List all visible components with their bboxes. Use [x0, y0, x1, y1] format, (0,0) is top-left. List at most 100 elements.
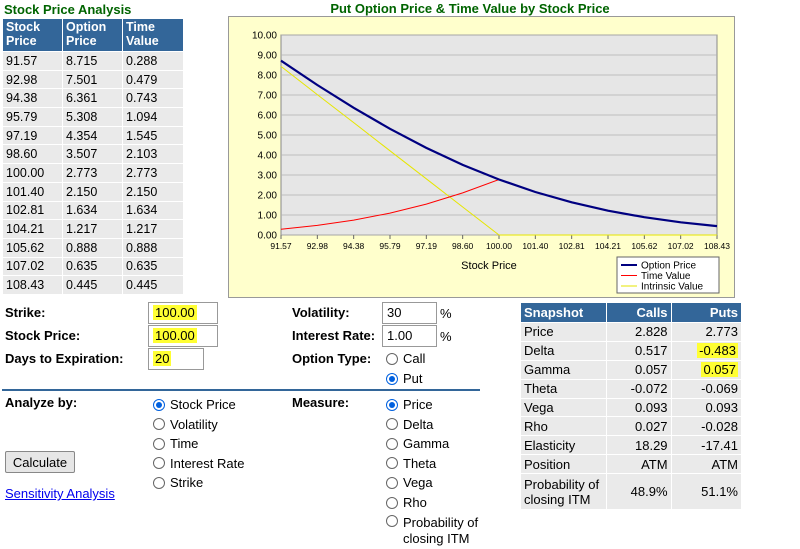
stock-price-cell: 107.02: [2, 256, 63, 277]
days-input[interactable]: 20: [148, 348, 204, 370]
snapshot-metric-label: Rho: [520, 416, 607, 437]
option-price-cell: 2.150: [62, 181, 123, 202]
puts-value: 51.1%: [670, 473, 743, 511]
x-tick-label: 94.38: [343, 241, 365, 251]
option-price-cell: 1.634: [62, 200, 123, 221]
put-option-chart: 0.00 1.00 2.00 3.00 4.00 5.00 6.00 7.00 8.00 9.00…: [252, 31, 730, 294]
radio-button-icon[interactable]: [153, 457, 165, 470]
snapshot-header-row: Snapshot Calls Puts: [520, 302, 743, 323]
calculate-button[interactable]: Calculate: [5, 451, 75, 473]
table-row: 102.81 1.634 1.634: [2, 200, 184, 221]
stock-price-cell: 100.00: [2, 163, 63, 183]
radio-button-icon[interactable]: [386, 418, 398, 431]
snapshot-header: Snapshot: [520, 302, 607, 323]
radio-button-icon[interactable]: [386, 496, 398, 509]
snapshot-table: Snapshot Calls Puts Price 2.828 2.773 Delta…: [520, 302, 743, 511]
time-value-cell: 1.634: [122, 200, 184, 221]
radio-button-icon[interactable]: [153, 476, 165, 489]
time-value-cell: 0.288: [122, 51, 184, 71]
analyze-option-stock-price[interactable]: Stock Price: [153, 397, 236, 412]
stock-price-cell: 94.38: [2, 88, 63, 109]
calls-value: 48.9%: [606, 473, 672, 511]
y-tick-label: 7.00: [258, 91, 278, 102]
option-type-put-label: Put: [403, 371, 423, 386]
time-value-cell: 0.743: [122, 88, 184, 109]
y-tick-label: 0.00: [258, 231, 278, 242]
calls-value: 0.093: [606, 397, 672, 418]
option-price-cell: 0.445: [62, 275, 123, 295]
snapshot-metric-label: Gamma: [520, 359, 607, 380]
table-row: 108.43 0.445 0.445: [2, 275, 184, 295]
option-price-cell: 2.773: [62, 163, 123, 183]
measure-option-theta[interactable]: Theta: [386, 456, 436, 471]
measure-option-gamma[interactable]: Gamma: [386, 436, 449, 451]
measure-option-probability-of-closing-itm[interactable]: Probability of closing ITM: [386, 514, 513, 547]
stock-price-cell: 91.57: [2, 51, 63, 71]
table-row: 98.60 3.507 2.103: [2, 144, 184, 165]
puts-value: -0.028: [670, 416, 743, 437]
strike-input[interactable]: 100.00: [148, 302, 218, 324]
table-row: 101.40 2.150 2.150: [2, 181, 184, 202]
analyze-option-label: Time: [170, 436, 199, 452]
radio-button-icon[interactable]: [386, 437, 398, 450]
highlighted-value: 0.057: [701, 362, 738, 378]
measure-option-vega[interactable]: Vega: [386, 475, 433, 490]
x-tick-label: 100.00: [486, 241, 512, 251]
table-row: 92.98 7.501 0.479: [2, 69, 184, 90]
time-value-cell: 2.150: [122, 181, 184, 202]
table-row: 97.19 4.354 1.545: [2, 125, 184, 146]
radio-button-icon[interactable]: [153, 437, 165, 450]
measure-option-label: Theta: [403, 455, 437, 471]
snapshot-row: Price 2.828 2.773: [520, 322, 743, 342]
calls-value: -0.072: [606, 378, 672, 399]
puts-value: -17.41: [670, 435, 743, 456]
radio-button-icon[interactable]: [153, 398, 165, 411]
analyze-option-label: Interest Rate: [170, 455, 245, 471]
measure-option-delta[interactable]: Delta: [386, 417, 433, 432]
stock-price-input[interactable]: 100.00: [148, 325, 218, 347]
measure-option-rho[interactable]: Rho: [386, 495, 427, 510]
option-type-call[interactable]: Call: [386, 351, 425, 366]
radio-button-icon[interactable]: [386, 398, 398, 411]
interest-rate-input[interactable]: 1.00: [382, 325, 437, 347]
radio-button-icon[interactable]: [386, 514, 398, 527]
interest-rate-label: Interest Rate:: [292, 328, 376, 343]
sensitivity-analysis-link[interactable]: Sensitivity Analysis: [5, 486, 115, 501]
analyze-by-label: Analyze by:: [5, 395, 78, 410]
time-value-cell: 0.479: [122, 69, 184, 90]
analyze-option-strike[interactable]: Strike: [153, 475, 203, 490]
snapshot-metric-label: Vega: [520, 397, 607, 418]
column-header-time-value: Time Value: [122, 18, 184, 52]
option-price-cell: 3.507: [62, 144, 123, 165]
snapshot-row: Elasticity 18.29 -17.41: [520, 435, 743, 456]
days-value: 20: [153, 351, 172, 366]
analyze-option-volatility[interactable]: Volatility: [153, 417, 218, 432]
snapshot-row: Position ATM ATM: [520, 454, 743, 475]
measure-option-price[interactable]: Price: [386, 397, 433, 412]
puts-value: -0.069: [670, 378, 743, 399]
analyze-option-interest-rate[interactable]: Interest Rate: [153, 456, 244, 471]
legend-label: Intrinsic Value: [641, 282, 704, 293]
option-type-label: Option Type:: [292, 351, 372, 366]
option-price-cell: 0.888: [62, 237, 123, 258]
radio-button-icon[interactable]: [386, 476, 398, 489]
volatility-input[interactable]: 30: [382, 302, 437, 324]
radio-button-icon[interactable]: [386, 457, 398, 470]
option-type-put[interactable]: Put: [386, 371, 423, 386]
x-tick-label: 105.62: [631, 241, 657, 251]
snapshot-row: Delta 0.517 -0.483: [520, 340, 743, 361]
option-price-line: [280, 59, 718, 228]
highlighted-value: -0.483: [697, 343, 738, 359]
puts-value: ATM: [670, 454, 743, 475]
radio-call-icon[interactable]: [386, 352, 398, 365]
radio-put-icon[interactable]: [386, 372, 398, 385]
table-row: 105.62 0.888 0.888: [2, 237, 184, 258]
y-tick-label: 10.00: [252, 31, 277, 42]
analyze-option-time[interactable]: Time: [153, 436, 198, 451]
x-tick-label: 97.19: [416, 241, 438, 251]
snapshot-row: Vega 0.093 0.093: [520, 397, 743, 418]
table-row: 100.00 2.773 2.773: [2, 163, 184, 183]
radio-button-icon[interactable]: [153, 418, 165, 431]
snapshot-row: Probability of closing ITM 48.9% 51.1%: [520, 473, 743, 511]
time-value-cell: 0.445: [122, 275, 184, 295]
